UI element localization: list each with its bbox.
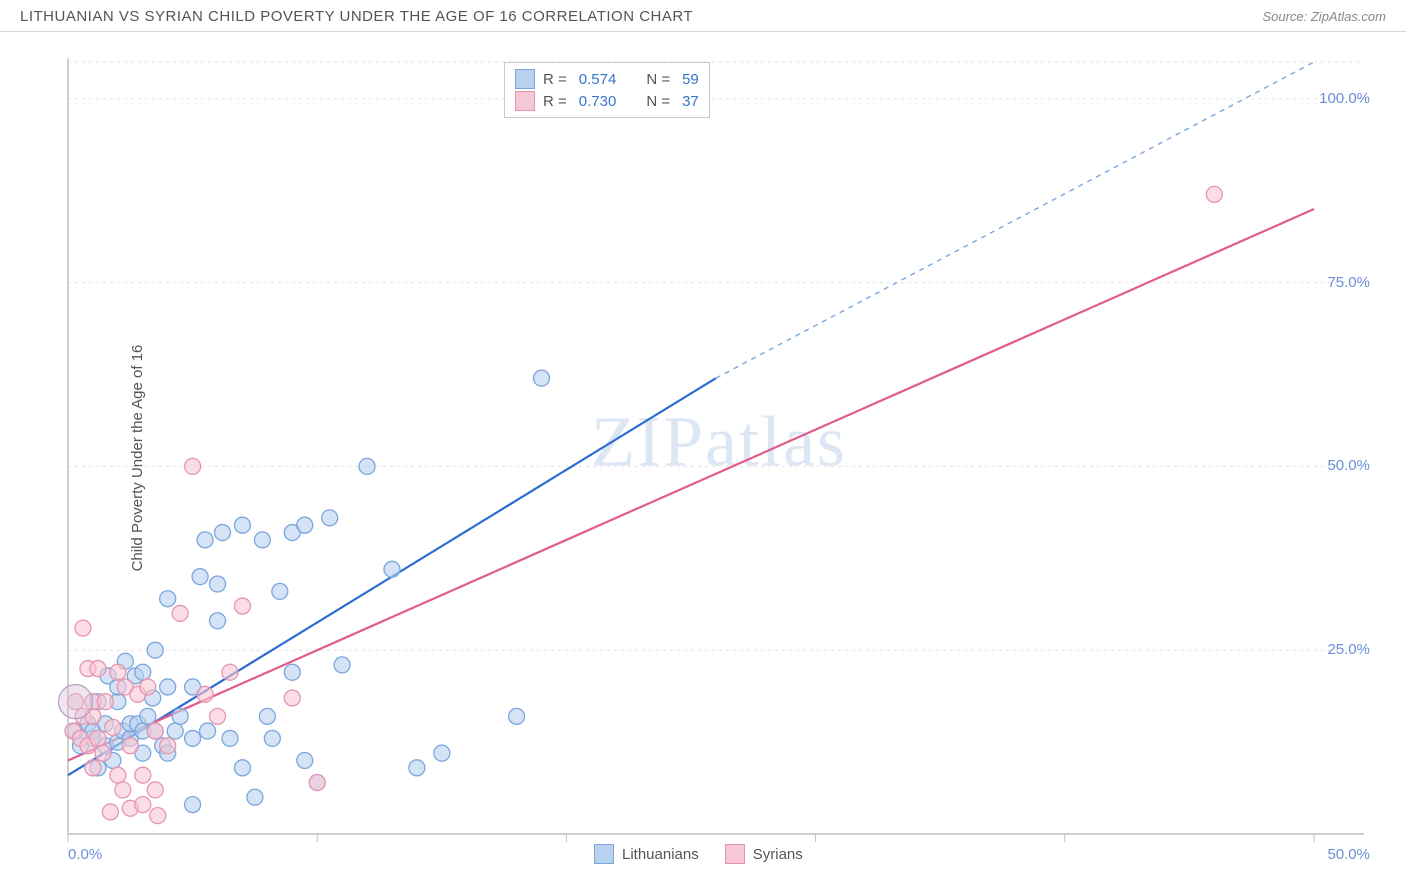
scatter-plot bbox=[54, 48, 1384, 868]
series-legend: Lithuanians Syrians bbox=[594, 844, 803, 864]
legend-item: Syrians bbox=[725, 844, 803, 864]
chart-container: Child Poverty Under the Age of 16 ZIPatl… bbox=[54, 48, 1384, 868]
legend-swatch bbox=[515, 91, 535, 111]
y-tick-label: 75.0% bbox=[1327, 274, 1370, 291]
source-attribution: Source: ZipAtlas.com bbox=[1262, 9, 1386, 24]
legend-swatch bbox=[515, 69, 535, 89]
y-tick-label: 50.0% bbox=[1327, 457, 1370, 474]
x-tick-label: 0.0% bbox=[68, 846, 102, 863]
correlation-legend: R =0.574N =59R =0.730N =37 bbox=[504, 62, 710, 118]
y-tick-label: 100.0% bbox=[1319, 90, 1370, 107]
legend-swatch bbox=[725, 844, 745, 864]
legend-row: R =0.730N =37 bbox=[515, 90, 699, 112]
x-tick-label: 50.0% bbox=[1327, 846, 1370, 863]
y-tick-label: 25.0% bbox=[1327, 641, 1370, 658]
legend-swatch bbox=[594, 844, 614, 864]
chart-title: LITHUANIAN VS SYRIAN CHILD POVERTY UNDER… bbox=[20, 8, 693, 25]
legend-row: R =0.574N =59 bbox=[515, 68, 699, 90]
legend-item: Lithuanians bbox=[594, 844, 699, 864]
